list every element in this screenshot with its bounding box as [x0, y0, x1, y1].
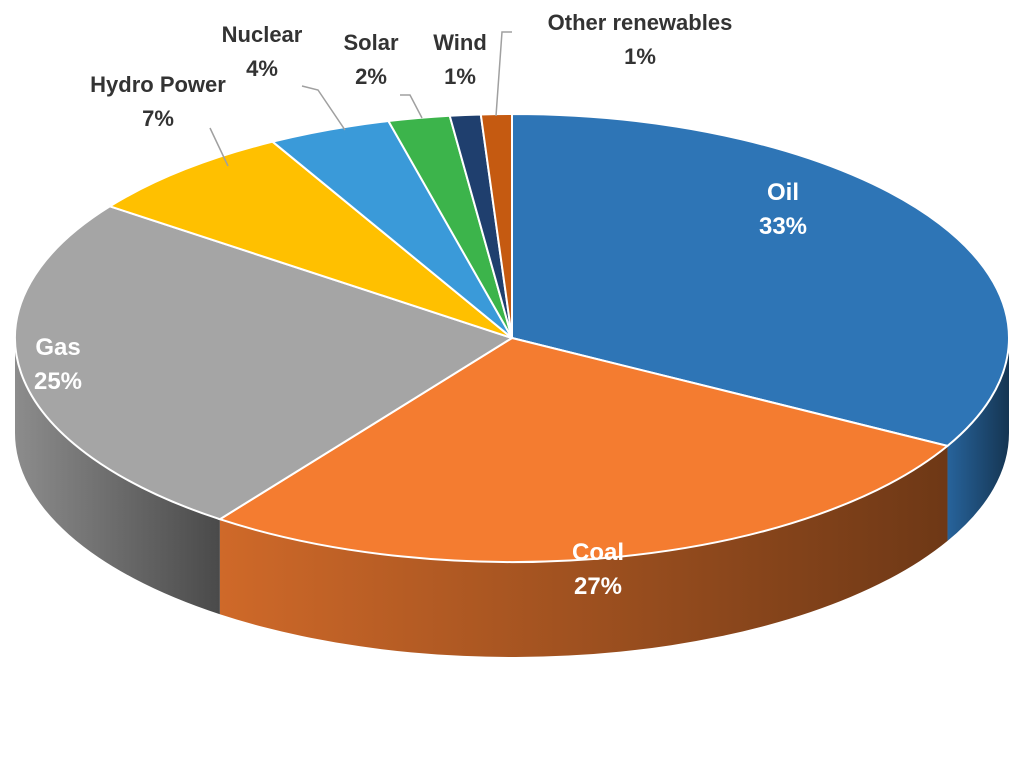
category-label-hydro-power: Hydro Power	[90, 72, 226, 97]
pie-slice-hydro-power	[107, 140, 513, 339]
leader-line-other-renewables	[495, 31, 512, 117]
value-label-other-renewables: 1%	[624, 44, 656, 69]
leader-line-nuclear	[301, 85, 346, 131]
category-label-other-renewables: Other renewables	[548, 10, 733, 35]
pie-slices	[14, 112, 1010, 563]
data-labels: Oil 33% Coal 27% Gas 25% Hydro Power 7% Nuclear 4…	[34, 10, 807, 600]
pie-side-oil	[947, 338, 1009, 541]
value-label-oil: 33%	[759, 213, 807, 240]
category-label-nuclear: Nuclear	[222, 22, 303, 47]
category-label-oil: Oil	[767, 179, 799, 206]
value-label-solar: 2%	[355, 64, 387, 89]
category-label-coal: Coal	[572, 539, 624, 566]
pie-side-coal	[219, 445, 948, 657]
value-label-coal: 27%	[574, 573, 622, 600]
leader-line-solar	[400, 94, 423, 119]
leader-lines	[209, 31, 512, 167]
pie-sides	[15, 338, 1009, 657]
pie-slice-coal	[217, 336, 950, 563]
category-label-solar: Solar	[343, 30, 398, 55]
category-label-wind: Wind	[433, 30, 487, 55]
category-label-gas: Gas	[35, 334, 80, 361]
value-label-nuclear: 4%	[246, 56, 278, 81]
pie-slice-gas	[14, 205, 515, 521]
leader-line-hydro-power	[209, 127, 229, 167]
pie-side-gas	[15, 338, 220, 615]
pie-slice-oil	[511, 112, 1010, 448]
value-label-hydro-power: 7%	[142, 106, 174, 131]
value-label-gas: 25%	[34, 368, 82, 395]
value-label-wind: 1%	[444, 64, 476, 89]
